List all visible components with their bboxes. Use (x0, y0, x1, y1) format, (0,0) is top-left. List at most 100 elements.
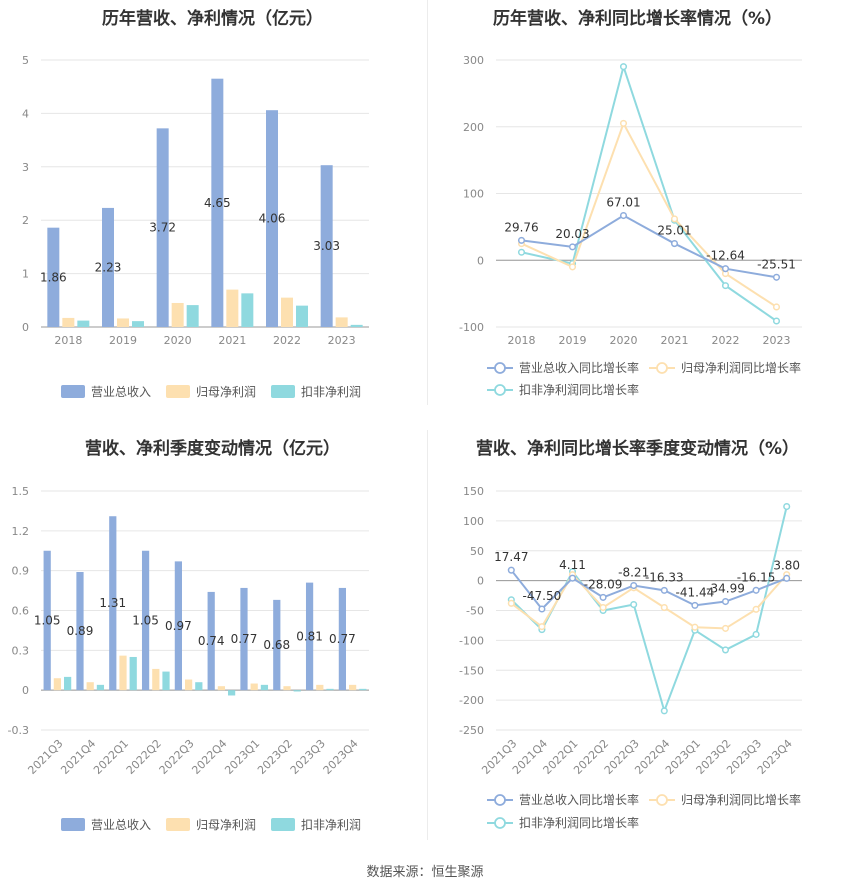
series-point (752, 630, 760, 638)
bar-revenue (47, 227, 60, 327)
series-line-net-profit-growth (521, 120, 778, 308)
bar-deducted-profit (293, 690, 301, 692)
bar-revenue (174, 561, 182, 691)
data-label: -34.99 (706, 582, 745, 596)
x-tick-label: 2022Q2 (124, 737, 164, 777)
data-label: -25.51 (757, 257, 796, 271)
y-tick-label: 0.9 (12, 565, 30, 578)
y-tick-label: 1.5 (12, 485, 30, 498)
series-point (507, 566, 515, 574)
bar-revenue (273, 599, 281, 691)
bar-deducted-profit (296, 305, 308, 327)
series-point (721, 597, 730, 606)
y-tick-label: 3 (22, 161, 29, 174)
x-tick-label: 2023Q1 (222, 737, 262, 777)
legend-marker (656, 794, 668, 806)
y-tick-label: 4 (22, 107, 29, 120)
x-tick-label: 2018 (508, 334, 536, 347)
bar-deducted-profit (195, 682, 203, 691)
series-point (660, 707, 668, 715)
series-point (507, 599, 515, 607)
bar-net-profit (281, 297, 293, 327)
series-point (568, 243, 577, 251)
y-tick-label: 0 (22, 684, 29, 697)
legend-marker (494, 362, 506, 374)
data-label: 1.31 (99, 596, 126, 610)
bar-deducted-profit (350, 324, 363, 327)
y-tick-label: -150 (459, 664, 484, 677)
y-tick-label: 50 (470, 545, 484, 558)
bar-deducted-profit (260, 684, 269, 691)
series-line-net-profit-growth (510, 572, 788, 630)
series-point (599, 603, 607, 612)
series-point (670, 240, 679, 248)
bar-revenue (266, 110, 278, 327)
bar-net-profit (335, 317, 348, 327)
series-point (721, 624, 730, 632)
series-point (783, 574, 791, 582)
data-label: 0.77 (231, 632, 258, 646)
bar-revenue (240, 587, 248, 691)
annual-growth-rate-chart: 历年营收、净利同比增长率情况（%） -100 0 100 200 300 2018 2019… (425, 0, 850, 410)
annual-growth-rate-svg: -100 0 100 200 300 2018 2019 2020 2021 2022 2023 29… (459, 54, 802, 397)
legend-label: 营业总收入 (91, 385, 151, 399)
x-tick-label: 2022Q4 (189, 737, 229, 777)
y-tick-label: -50 (466, 605, 484, 618)
series-point (517, 236, 526, 244)
bar-revenue (305, 582, 314, 691)
data-label: 25.01 (657, 224, 691, 238)
x-tick-label: 2023Q4 (321, 737, 361, 777)
y-tick-label: 100 (463, 515, 484, 528)
bar-deducted-profit (132, 321, 144, 327)
data-label: 3.03 (313, 239, 340, 253)
bar-net-profit (86, 682, 94, 691)
series-point (691, 601, 699, 609)
panel-divider-top (427, 0, 428, 405)
series-point (619, 119, 628, 127)
legend-label: 扣非净利润 (301, 385, 361, 399)
series-point (660, 603, 668, 612)
chart-title: 历年营收、净利情况（亿元） (102, 9, 323, 29)
x-tick-label: 2021 (661, 334, 689, 347)
bar-deducted-profit (77, 320, 90, 327)
data-label: -16.15 (737, 570, 776, 584)
series-point (772, 317, 781, 325)
y-tick-label: 300 (463, 54, 484, 67)
data-label: 0.89 (67, 624, 94, 638)
series-point (772, 303, 781, 311)
bar-deducted-profit (162, 671, 170, 691)
legend-swatch (271, 385, 295, 398)
chart-title: 历年营收、净利同比增长率情况（%） (492, 9, 783, 29)
legend-label: 归母净利润 (196, 818, 256, 832)
y-tick-label: 1.2 (12, 525, 30, 538)
panel-divider-bottom (427, 430, 428, 840)
x-tick-label: 2023 (328, 334, 356, 347)
y-tick-label: 100 (463, 188, 484, 201)
legend-marker (656, 362, 668, 374)
series-point (752, 605, 760, 613)
y-tick-label: 2 (22, 214, 29, 227)
bar-net-profit (316, 684, 324, 691)
series-point (538, 623, 546, 631)
data-label: 20.03 (555, 227, 589, 241)
data-label: 4.11 (559, 558, 586, 572)
x-tick-label: 2022 (712, 334, 740, 347)
bar-net-profit (62, 317, 75, 327)
legend-swatch (166, 818, 190, 831)
x-tick-label: 2022Q1 (91, 737, 131, 777)
y-tick-label: 0 (22, 321, 29, 334)
series-point (721, 282, 730, 290)
data-label: 4.65 (204, 196, 231, 210)
quarterly-growth-rate-svg: -250-200-150-100-500501001502021Q32021Q4… (459, 485, 802, 830)
series-point (752, 586, 760, 594)
x-tick-label: 2018 (54, 334, 82, 347)
series-line-revenue-growth (510, 569, 788, 611)
y-tick-label: 0 (477, 254, 484, 267)
y-tick-label: 5 (22, 54, 29, 67)
bar-revenue (320, 165, 333, 327)
data-label: 0.97 (165, 619, 192, 633)
annual-revenue-profit-svg: 0 1 2 3 4 5 2018 2019 2020 2021 2022 2023 1.86 2.23 3.… (22, 54, 369, 399)
bar-net-profit (184, 679, 193, 691)
bar-net-profit (283, 686, 291, 691)
bar-deducted-profit (129, 656, 137, 691)
